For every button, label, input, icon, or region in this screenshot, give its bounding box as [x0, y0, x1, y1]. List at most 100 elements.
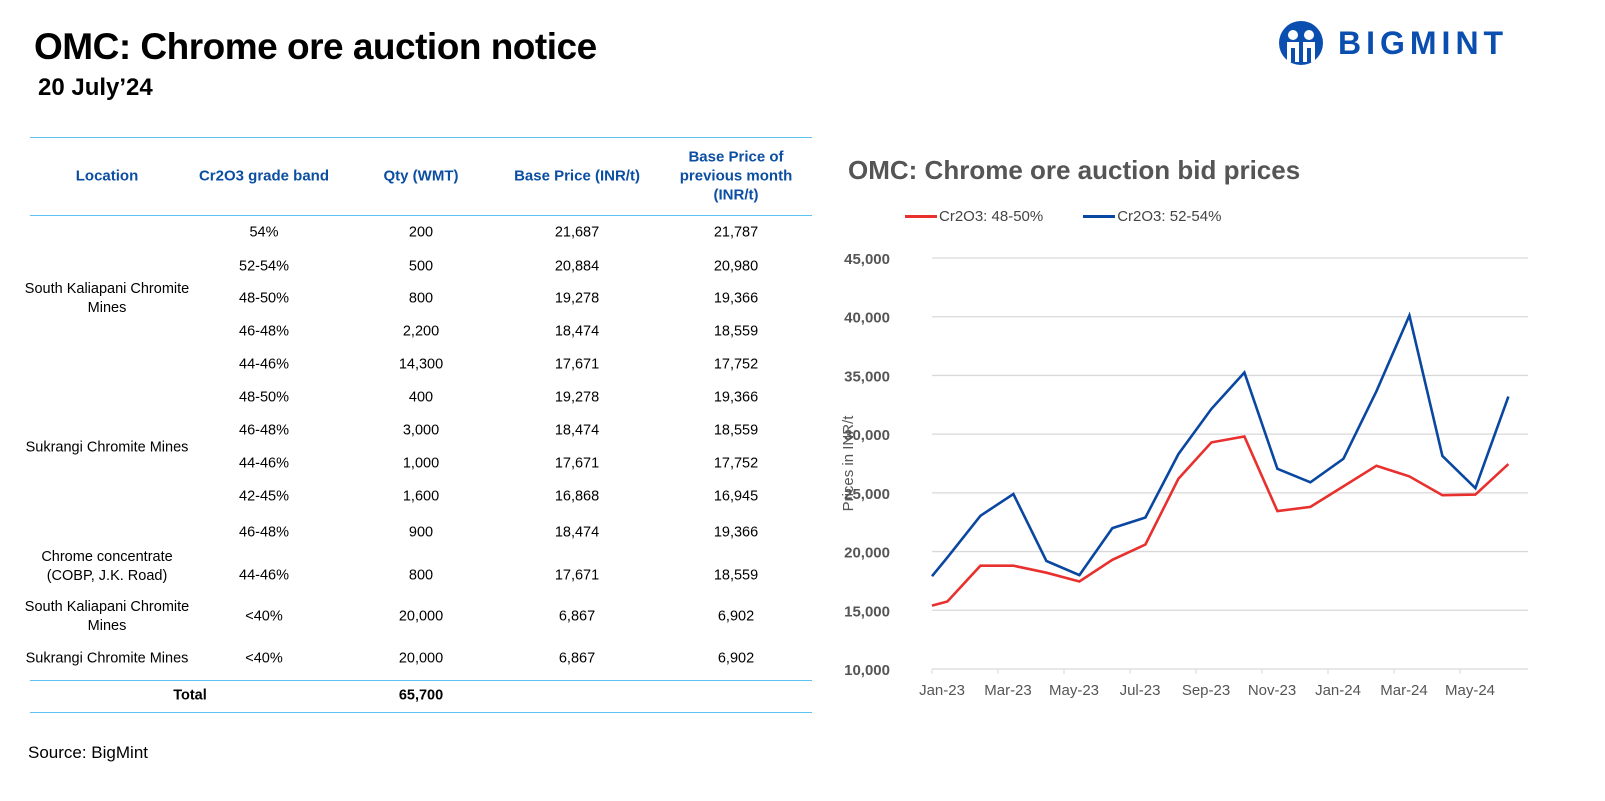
- table-cell: 20,884: [554, 258, 600, 275]
- y-tick-label: 15,000: [844, 603, 890, 620]
- y-tick-label: 35,000: [844, 368, 890, 385]
- table-cell: 20,980: [713, 258, 759, 275]
- table-cell: 20,000: [398, 650, 444, 667]
- x-tick-label: May-24: [1445, 682, 1495, 699]
- column-header: Base Price (INR/t): [514, 167, 640, 185]
- table-cell: 44-46%: [239, 455, 289, 472]
- table-top-border: [30, 137, 812, 138]
- location-cell: South Kaliapani Chromite Mines: [24, 599, 190, 634]
- location-cell: Sukrangi Chromite Mines: [25, 439, 189, 455]
- source-note: Source: BigMint: [28, 743, 148, 762]
- table-cell: 800: [408, 567, 434, 584]
- total-top-border: [30, 680, 812, 681]
- x-tick-label: Jan-24: [1315, 682, 1361, 699]
- table-cell: 19,366: [713, 290, 759, 307]
- bigmint-logo: BIGMINT: [1278, 20, 1508, 66]
- table-cell: 16,945: [713, 488, 759, 505]
- chart-title: OMC: Chrome ore auction bid prices: [848, 155, 1301, 185]
- table-cell: 20,000: [398, 608, 444, 625]
- table-cell: 52-54%: [239, 258, 289, 275]
- page-title: OMC: Chrome ore auction notice: [34, 26, 597, 67]
- table-cell: 44-46%: [239, 567, 289, 584]
- x-tick-label: May-23: [1049, 682, 1099, 699]
- location-cell: South Kaliapani Chromite Mines: [24, 281, 190, 316]
- table-cell: 19,366: [713, 389, 759, 406]
- table-cell: 21,687: [554, 224, 600, 241]
- table-cell: <40%: [245, 608, 283, 625]
- y-tick-label: 20,000: [844, 545, 890, 562]
- y-tick-label: 25,000: [844, 486, 890, 503]
- table-cell: 46-48%: [239, 323, 289, 340]
- legend-item-52-54: Cr2O3: 52-54%: [1083, 208, 1221, 225]
- total-label: Total: [173, 687, 207, 704]
- table-bottom-border: [30, 712, 812, 713]
- x-tick-label: Mar-24: [1380, 682, 1428, 699]
- column-header: Location: [75, 167, 139, 185]
- table-cell: 2,200: [402, 323, 440, 340]
- table-cell: 18,474: [554, 323, 600, 340]
- table-cell: 3,000: [402, 422, 440, 439]
- table-cell: 17,752: [713, 455, 759, 472]
- series-line-52-54: [930, 311, 1510, 578]
- y-tick-label: 10,000: [844, 662, 890, 679]
- table-cell: 6,902: [717, 650, 755, 667]
- table-cell: 400: [408, 389, 434, 406]
- table-cell: 1,000: [402, 455, 440, 472]
- legend-swatch: [905, 215, 937, 218]
- chart-legend: Cr2O3: 48-50% Cr2O3: 52-54%: [905, 208, 1221, 225]
- legend-swatch: [1083, 215, 1116, 218]
- table-cell: 18,474: [554, 422, 600, 439]
- y-tick-label: 40,000: [844, 310, 890, 327]
- table-cell: 44-46%: [239, 356, 289, 373]
- x-tick-label: Jan-23: [919, 682, 965, 699]
- table-cell: 17,671: [554, 455, 600, 472]
- table-cell: 19,278: [554, 290, 600, 307]
- table-cell: 17,671: [554, 567, 600, 584]
- table-cell: 42-45%: [239, 488, 289, 505]
- y-tick-label: 45,000: [844, 251, 890, 268]
- table-cell: 46-48%: [239, 524, 289, 541]
- table-cell: 16,868: [554, 488, 600, 505]
- table-cell: 19,278: [554, 389, 600, 406]
- x-tick-label: Sep-23: [1182, 682, 1230, 699]
- table-cell: 21,787: [713, 224, 759, 241]
- table-cell: 6,867: [558, 608, 596, 625]
- table-cell: 6,867: [558, 650, 596, 667]
- table-cell: 800: [408, 290, 434, 307]
- table-cell: 17,752: [713, 356, 759, 373]
- location-cell: Sukrangi Chromite Mines: [25, 650, 189, 667]
- table-cell: 900: [408, 524, 434, 541]
- table-cell: 46-48%: [239, 422, 289, 439]
- series-line-48-50: [931, 435, 1510, 607]
- table-cell: 18,559: [713, 323, 759, 340]
- y-axis-label: Prices in INR/t: [840, 415, 857, 512]
- column-header: Base Price of previous month (INR/t): [679, 148, 793, 204]
- total-qty: 65,700: [398, 687, 444, 704]
- table-cell: 18,474: [554, 524, 600, 541]
- legend-item-48-50: Cr2O3: 48-50%: [905, 208, 1043, 225]
- column-header: Cr2O3 grade band: [198, 167, 330, 185]
- table-cell: 200: [408, 224, 434, 241]
- table-cell: 14,300: [398, 356, 444, 373]
- header-bottom-border: [30, 215, 812, 216]
- table-cell: 1,600: [402, 488, 440, 505]
- table-cell: <40%: [245, 650, 283, 667]
- x-tick-label: Jul-23: [1120, 682, 1161, 699]
- y-tick-label: 30,000: [844, 427, 890, 444]
- location-cell: Chrome concentrate (COBP, J.K. Road): [41, 548, 173, 584]
- x-tick-label: Nov-23: [1248, 682, 1296, 699]
- logo-people-icon: [1279, 21, 1323, 65]
- notice-date: 20 July’24: [38, 74, 153, 101]
- table-cell: 54%: [249, 224, 279, 241]
- table-cell: 19,366: [713, 524, 759, 541]
- legend-label: Cr2O3: 48-50%: [939, 208, 1044, 225]
- table-cell: 6,902: [717, 608, 755, 625]
- table-cell: 48-50%: [239, 290, 289, 307]
- column-header: Qty (WMT): [383, 167, 459, 185]
- table-cell: 18,559: [713, 422, 759, 439]
- table-cell: 48-50%: [239, 389, 289, 406]
- table-cell: 17,671: [554, 356, 600, 373]
- logo-text: BIGMINT: [1338, 24, 1509, 61]
- legend-label: Cr2O3: 52-54%: [1117, 208, 1222, 225]
